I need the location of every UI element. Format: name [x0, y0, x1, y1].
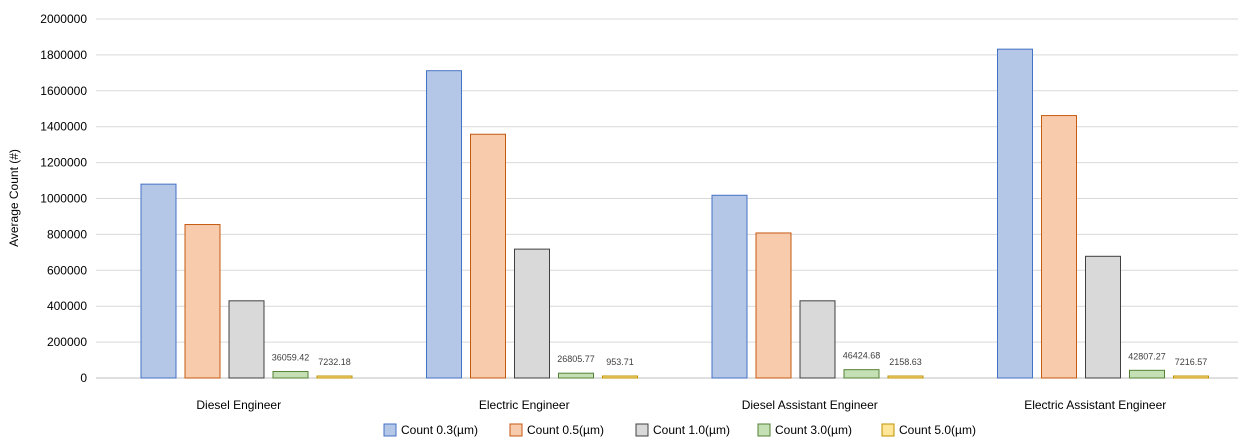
- y-tick-label: 1200000: [40, 156, 87, 170]
- data-label: 42807.27: [1128, 351, 1166, 361]
- legend-label: Count 3.0(µm): [775, 423, 852, 437]
- bars: [140, 48, 1209, 379]
- legend-label: Count 0.3(µm): [401, 423, 478, 437]
- y-tick-label: 400000: [47, 299, 87, 313]
- bar: [755, 232, 792, 379]
- data-label: 36059.42: [272, 353, 310, 363]
- legend-swatch: [509, 423, 523, 437]
- y-tick-label: 800000: [47, 227, 87, 241]
- y-tick-label: 200000: [47, 335, 87, 349]
- legend-swatch: [757, 423, 771, 437]
- y-tick-label: 1000000: [40, 192, 87, 206]
- bar: [1129, 369, 1165, 379]
- data-label: 7232.18: [318, 357, 351, 367]
- bar: [140, 183, 177, 379]
- bar: [514, 248, 550, 379]
- data-label: 46424.68: [843, 351, 881, 361]
- bar: [799, 300, 836, 379]
- data-label: 2158.63: [889, 357, 922, 367]
- bar: [558, 372, 594, 379]
- y-tick-label: 600000: [47, 263, 87, 277]
- y-tick-label: 2000000: [40, 12, 87, 26]
- bar: [711, 194, 748, 379]
- legend-swatch: [383, 423, 397, 437]
- legend-label: Count 0.5(µm): [527, 423, 604, 437]
- x-tick-label: Electric Engineer: [479, 398, 570, 412]
- bar: [184, 224, 221, 379]
- y-tick-label: 0: [80, 371, 87, 385]
- data-labels: 36059.42 7232.18 26805.77 953.71 46424.68 215…: [272, 351, 1208, 367]
- y-axis-tick-labels: 0 200000 400000 600000 800000 1000000 1200000 1…: [40, 12, 87, 385]
- legend-label: Count 5.0(µm): [899, 423, 976, 437]
- y-tick-label: 1800000: [40, 48, 87, 62]
- bar: [887, 375, 924, 379]
- data-label: 7216.57: [1175, 357, 1208, 367]
- x-axis-tick-labels: Diesel Engineer Electric Engineer Diesel A…: [196, 398, 1166, 412]
- bar: [316, 375, 353, 379]
- bar: [228, 300, 265, 379]
- x-tick-label: Electric Assistant Engineer: [1024, 398, 1166, 412]
- y-axis-label: Average Count (#): [7, 149, 21, 247]
- legend-swatch: [635, 423, 649, 437]
- bar: [843, 369, 880, 379]
- data-label: 953.71: [606, 357, 634, 367]
- bar: [997, 48, 1033, 379]
- x-tick-label: Diesel Engineer: [196, 398, 281, 412]
- gridlines: [96, 18, 1238, 379]
- bar: [426, 70, 462, 379]
- bar: [1085, 255, 1121, 379]
- bar: [272, 371, 309, 379]
- legend: Count 0.3(µm) Count 0.5(µm) Count 1.0(µm) C…: [383, 423, 976, 437]
- bar: [1173, 375, 1209, 379]
- bar: [602, 375, 638, 379]
- legend-label: Count 1.0(µm): [653, 423, 730, 437]
- legend-swatch: [881, 423, 895, 437]
- x-tick-label: Diesel Assistant Engineer: [742, 398, 878, 412]
- y-tick-label: 1400000: [40, 120, 87, 134]
- bar: [470, 133, 506, 379]
- y-tick-label: 1600000: [40, 84, 87, 98]
- bar: [1041, 115, 1077, 379]
- data-label: 26805.77: [557, 354, 595, 364]
